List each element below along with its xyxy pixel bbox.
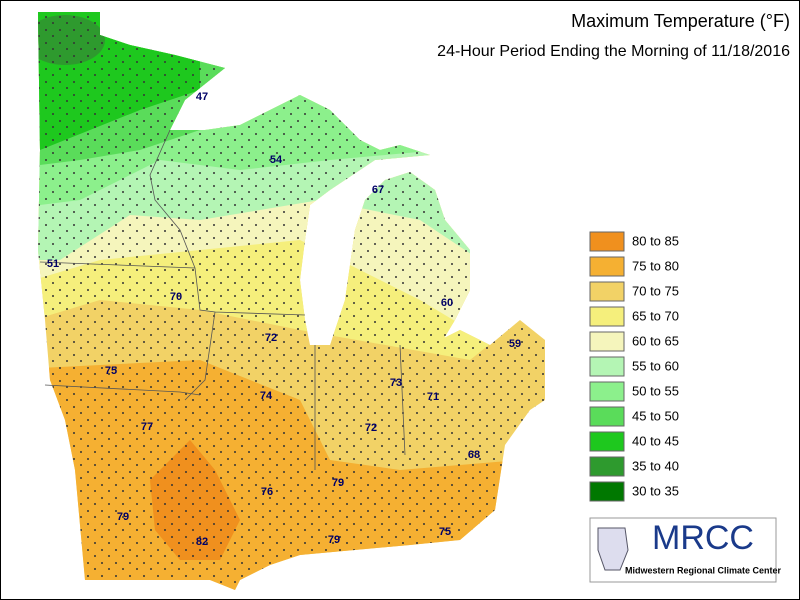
station-value: 70 (170, 291, 182, 303)
logo-map (597, 527, 629, 571)
station-value: 79 (332, 477, 344, 489)
station-value: 79 (328, 534, 340, 546)
station-value: 74 (260, 390, 273, 402)
legend-swatch (589, 381, 625, 402)
station-value: 77 (141, 421, 153, 433)
station-value: 71 (427, 391, 439, 403)
legend-label: 30 to 35 (632, 483, 679, 498)
legend-swatch (589, 406, 625, 427)
logo-acronym: MRCC (652, 519, 754, 557)
legend-label: 50 to 55 (632, 383, 679, 398)
station-value: 79 (117, 511, 129, 523)
station-value: 82 (196, 536, 208, 548)
station-value: 68 (468, 449, 480, 461)
legend-swatch (589, 481, 625, 502)
legend-swatch (589, 231, 625, 252)
legend-label: 60 to 65 (632, 333, 679, 348)
station-value: 54 (270, 154, 283, 166)
temperature-field (38, 12, 545, 590)
legend-swatch (589, 281, 625, 302)
station-value: 72 (265, 332, 277, 344)
title: Maximum Temperature (°F) (571, 11, 790, 31)
legend-swatch (589, 456, 625, 477)
legend-swatch (589, 256, 625, 277)
legend-label: 65 to 70 (632, 308, 679, 323)
subtitle: 24-Hour Period Ending the Morning of 11/… (437, 43, 790, 60)
station-value: 51 (47, 258, 59, 270)
legend-swatch (589, 306, 625, 327)
station-value: 59 (509, 338, 521, 350)
legend-label: 45 to 50 (632, 408, 679, 423)
legend-label: 80 to 85 (632, 233, 679, 248)
station-value: 75 (439, 526, 451, 538)
legend-label: 70 to 75 (632, 283, 679, 298)
station-value: 73 (390, 377, 402, 389)
legend-label: 55 to 60 (632, 358, 679, 373)
legend-label: 35 to 40 (632, 458, 679, 473)
logo: MRCC Midwestern Regional Climate Center (589, 517, 782, 583)
legend-label: 75 to 80 (632, 258, 679, 273)
station-value: 47 (196, 91, 208, 103)
state-borders (39, 129, 406, 470)
station-value: 72 (365, 422, 377, 434)
station-value: 67 (372, 184, 384, 196)
legend-label: 40 to 45 (632, 433, 679, 448)
station-labels: 47 54 67 51 70 60 59 72 75 73 71 74 77 72 68 76 79 79 82 79… (47, 91, 521, 548)
legend-swatch (589, 356, 625, 377)
legend-swatch (589, 431, 625, 452)
logo-name: Midwestern Regional Climate Center (625, 565, 782, 575)
legend-swatch (589, 331, 625, 352)
station-value: 76 (261, 486, 273, 498)
station-value: 75 (105, 365, 117, 377)
station-value: 60 (441, 297, 453, 309)
legend: 80 to 85 75 to 80 70 to 75 65 to 70 60 to 65… (589, 231, 679, 502)
